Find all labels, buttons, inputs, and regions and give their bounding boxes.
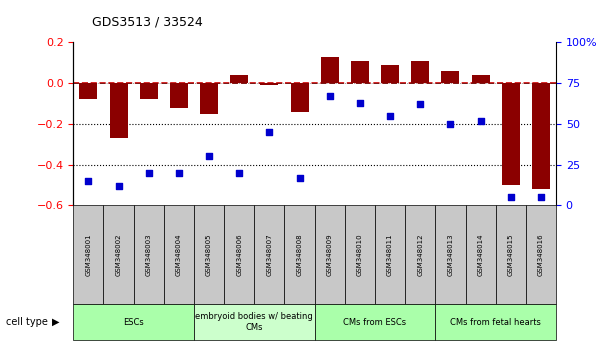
Text: GDS3513 / 33524: GDS3513 / 33524: [92, 15, 202, 28]
Bar: [134, 205, 164, 304]
Bar: [526, 205, 556, 304]
Bar: [224, 205, 254, 304]
Point: [174, 170, 184, 176]
Point: [84, 178, 93, 184]
Text: GSM348011: GSM348011: [387, 234, 393, 276]
Text: ESCs: ESCs: [123, 318, 144, 327]
Text: embryoid bodies w/ beating
CMs: embryoid bodies w/ beating CMs: [196, 313, 313, 332]
Bar: [411, 61, 430, 83]
Bar: [200, 83, 218, 114]
Bar: [436, 205, 466, 304]
Bar: [164, 205, 194, 304]
Point: [265, 129, 274, 135]
Bar: [466, 205, 496, 304]
Text: GSM348015: GSM348015: [508, 234, 514, 276]
Text: GSM348008: GSM348008: [296, 234, 302, 276]
Bar: [79, 83, 98, 99]
Bar: [375, 205, 405, 304]
Text: GSM348001: GSM348001: [86, 234, 92, 276]
Point: [114, 183, 123, 189]
Point: [325, 93, 335, 99]
Bar: [194, 304, 315, 340]
Bar: [381, 65, 399, 83]
Text: CMs from ESCs: CMs from ESCs: [343, 318, 406, 327]
Bar: [532, 83, 550, 189]
Bar: [351, 61, 369, 83]
Point: [355, 100, 365, 105]
Point: [204, 154, 214, 159]
Bar: [441, 71, 459, 83]
Point: [144, 170, 153, 176]
Bar: [254, 205, 285, 304]
Bar: [230, 75, 248, 83]
Point: [295, 175, 304, 181]
Bar: [73, 205, 103, 304]
Bar: [73, 304, 194, 340]
Bar: [345, 205, 375, 304]
Text: GSM348006: GSM348006: [236, 234, 242, 276]
Bar: [436, 304, 556, 340]
Text: GSM348012: GSM348012: [417, 234, 423, 276]
Bar: [140, 83, 158, 99]
Text: GSM348003: GSM348003: [146, 234, 152, 276]
Bar: [315, 304, 436, 340]
Text: GSM348016: GSM348016: [538, 234, 544, 276]
Bar: [315, 205, 345, 304]
Point: [506, 194, 516, 200]
Bar: [109, 83, 128, 138]
Text: GSM348004: GSM348004: [176, 234, 182, 276]
Bar: [405, 205, 435, 304]
Text: GSM348007: GSM348007: [266, 234, 273, 276]
Text: GSM348013: GSM348013: [447, 234, 453, 276]
Bar: [496, 205, 526, 304]
Text: GSM348014: GSM348014: [478, 234, 483, 276]
Bar: [321, 57, 339, 83]
Point: [445, 121, 455, 127]
Bar: [103, 205, 134, 304]
Bar: [291, 83, 309, 112]
Text: ▶: ▶: [52, 317, 59, 327]
Bar: [472, 75, 489, 83]
Bar: [194, 205, 224, 304]
Text: CMs from fetal hearts: CMs from fetal hearts: [450, 318, 541, 327]
Bar: [285, 205, 315, 304]
Point: [536, 194, 546, 200]
Point: [385, 113, 395, 119]
Text: GSM348010: GSM348010: [357, 234, 363, 276]
Text: GSM348005: GSM348005: [206, 234, 212, 276]
Bar: [260, 83, 279, 85]
Point: [235, 170, 244, 176]
Text: GSM348009: GSM348009: [327, 234, 333, 276]
Text: GSM348002: GSM348002: [115, 234, 122, 276]
Point: [415, 102, 425, 107]
Text: cell type: cell type: [6, 317, 51, 327]
Point: [476, 118, 486, 124]
Bar: [502, 83, 520, 185]
Bar: [170, 83, 188, 108]
